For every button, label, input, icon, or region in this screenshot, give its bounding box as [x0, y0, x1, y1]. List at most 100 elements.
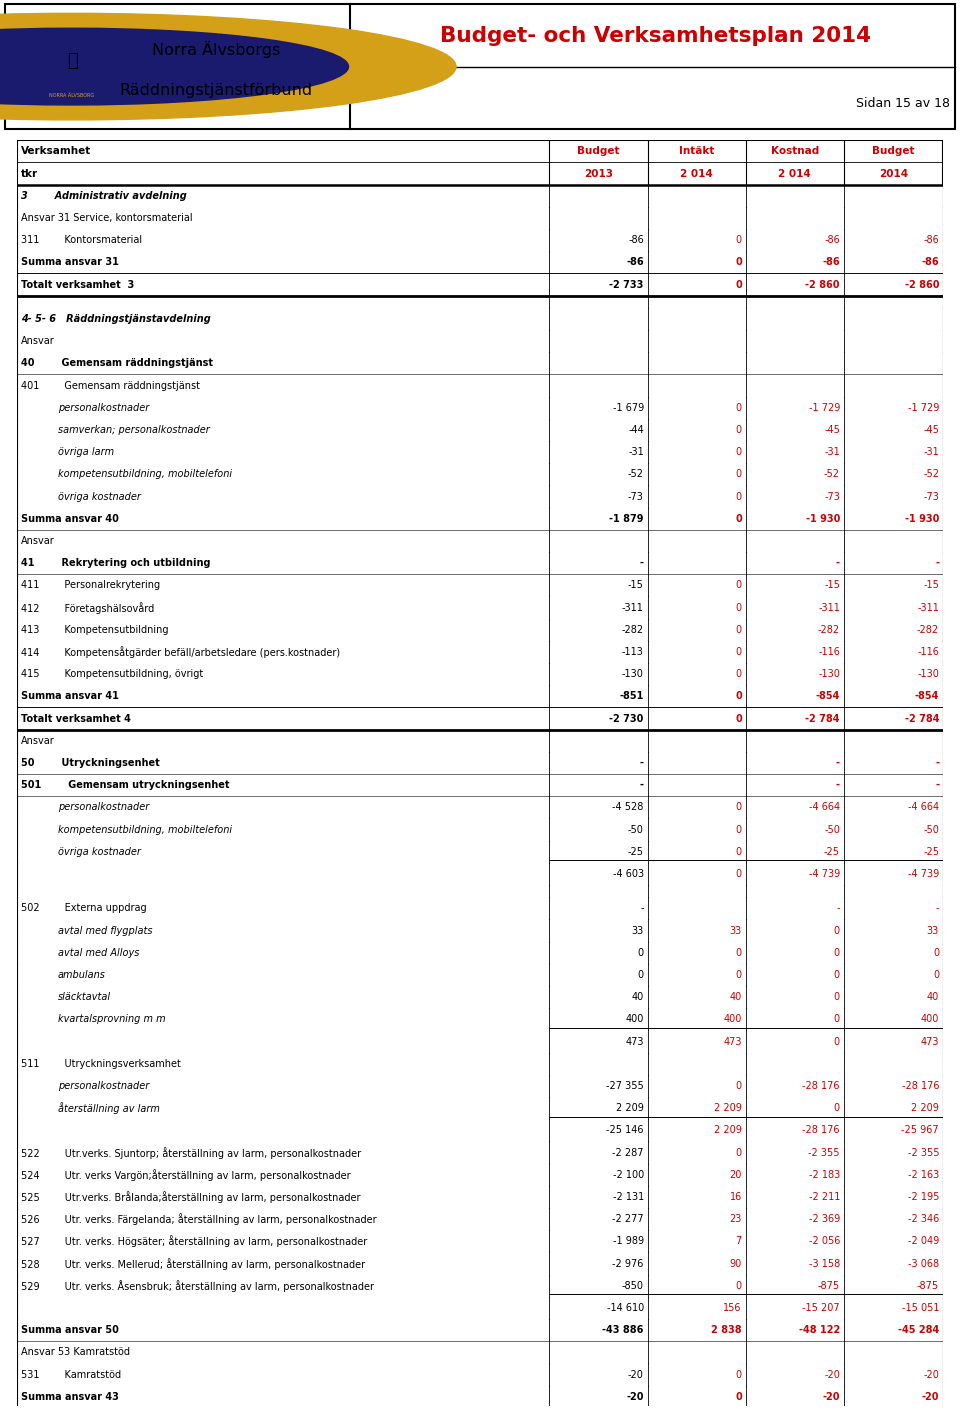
Text: 0: 0: [735, 1148, 742, 1158]
Text: 0: 0: [834, 992, 840, 1002]
Text: 4- 5- 6   Räddningstjänstavdelning: 4- 5- 6 Räddningstjänstavdelning: [21, 315, 211, 324]
Text: personalkostnader: personalkostnader: [58, 802, 149, 812]
Text: 0: 0: [735, 602, 742, 612]
Text: 40: 40: [926, 992, 939, 1002]
Text: -20: -20: [823, 1391, 840, 1401]
Text: -2 163: -2 163: [908, 1170, 939, 1180]
Text: -48 122: -48 122: [799, 1325, 840, 1335]
Text: -25 146: -25 146: [607, 1125, 644, 1135]
Text: -130: -130: [622, 669, 644, 679]
Text: 522        Utr.verks. Sjuntorp; återställning av larm, personalkostnader: 522 Utr.verks. Sjuntorp; återställning a…: [21, 1146, 361, 1159]
Text: Summa ansvar 31: Summa ansvar 31: [21, 258, 119, 268]
Text: 529        Utr. verks. Åsensbruk; återställning av larm, personalkostnader: 529 Utr. verks. Åsensbruk; återställning…: [21, 1280, 374, 1292]
Text: -: -: [935, 558, 939, 568]
Text: 311        Kontorsmaterial: 311 Kontorsmaterial: [21, 235, 142, 245]
Text: -25 967: -25 967: [901, 1125, 939, 1135]
Text: 400: 400: [921, 1015, 939, 1024]
Circle shape: [0, 28, 348, 105]
Text: -52: -52: [923, 469, 939, 479]
Text: 0: 0: [735, 425, 742, 435]
Text: tkr: tkr: [21, 169, 38, 179]
Text: ambulans: ambulans: [58, 971, 106, 981]
Text: 415        Kompetensutbildning, övrigt: 415 Kompetensutbildning, övrigt: [21, 669, 204, 679]
Text: 33: 33: [926, 925, 939, 935]
Text: -1 679: -1 679: [612, 402, 644, 412]
Text: -2 860: -2 860: [904, 279, 939, 289]
Text: -3 068: -3 068: [908, 1258, 939, 1268]
Text: -31: -31: [924, 448, 939, 458]
Text: Sidan 15 av 18: Sidan 15 av 18: [856, 98, 950, 111]
Text: -20: -20: [924, 1370, 939, 1380]
Text: -1 729: -1 729: [808, 402, 840, 412]
Text: -2 976: -2 976: [612, 1258, 644, 1268]
Text: -1 729: -1 729: [907, 402, 939, 412]
Text: -4 528: -4 528: [612, 802, 644, 812]
Text: Budget: Budget: [577, 146, 620, 156]
Text: -28 176: -28 176: [901, 1081, 939, 1091]
Text: 2013: 2013: [584, 169, 612, 179]
Text: Intäkt: Intäkt: [679, 146, 714, 156]
Text: -86: -86: [922, 258, 939, 268]
Text: 40: 40: [632, 992, 644, 1002]
Text: -2 211: -2 211: [808, 1192, 840, 1202]
Text: -14 610: -14 610: [607, 1304, 644, 1314]
Text: -4 664: -4 664: [908, 802, 939, 812]
Text: -: -: [836, 904, 840, 914]
Text: 41        Rekrytering och utbildning: 41 Rekrytering och utbildning: [21, 558, 210, 568]
Text: -28 176: -28 176: [803, 1125, 840, 1135]
Text: -130: -130: [917, 669, 939, 679]
Text: 50        Utryckningsenhet: 50 Utryckningsenhet: [21, 758, 159, 768]
Text: -1 989: -1 989: [612, 1237, 644, 1247]
Text: personalkostnader: personalkostnader: [58, 1081, 149, 1091]
Text: -: -: [935, 904, 939, 914]
Text: 7: 7: [735, 1237, 742, 1247]
Text: 0: 0: [735, 648, 742, 657]
Text: -43 886: -43 886: [603, 1325, 644, 1335]
Text: 400: 400: [724, 1015, 742, 1024]
Text: 527        Utr. verks. Högsäter; återställning av larm, personalkostnader: 527 Utr. verks. Högsäter; återställning …: [21, 1236, 368, 1247]
Text: -45: -45: [824, 425, 840, 435]
Text: -1 930: -1 930: [805, 514, 840, 524]
Text: Summa ansvar 50: Summa ansvar 50: [21, 1325, 119, 1335]
Text: -282: -282: [622, 625, 644, 635]
Text: släcktavtal: släcktavtal: [58, 992, 111, 1002]
Text: återställning av larm: återställning av larm: [58, 1102, 160, 1114]
Text: 2 209: 2 209: [911, 1104, 939, 1114]
Text: -113: -113: [622, 648, 644, 657]
Text: Totalt verksamhet  3: Totalt verksamhet 3: [21, 279, 134, 289]
Text: 413        Kompetensutbildning: 413 Kompetensutbildning: [21, 625, 169, 635]
Text: Ansvar: Ansvar: [21, 735, 55, 745]
Text: -: -: [836, 758, 840, 768]
Text: 526        Utr. verks. Färgelanda; återställning av larm, personalkostnader: 526 Utr. verks. Färgelanda; återställnin…: [21, 1213, 376, 1226]
Text: -15 207: -15 207: [803, 1304, 840, 1314]
Text: -86: -86: [924, 235, 939, 245]
Text: Budget- och Verksamhetsplan 2014: Budget- och Verksamhetsplan 2014: [440, 26, 871, 45]
Text: -2 056: -2 056: [808, 1237, 840, 1247]
Text: 2 209: 2 209: [714, 1104, 742, 1114]
Text: 0: 0: [735, 802, 742, 812]
Text: -875: -875: [818, 1281, 840, 1291]
Text: 0: 0: [735, 1281, 742, 1291]
Text: -854: -854: [915, 691, 939, 701]
Text: -4 664: -4 664: [809, 802, 840, 812]
Text: Ansvar: Ansvar: [21, 336, 55, 346]
Text: 2 838: 2 838: [711, 1325, 742, 1335]
Text: -851: -851: [619, 691, 644, 701]
Text: -45: -45: [924, 425, 939, 435]
Text: -: -: [640, 904, 644, 914]
Circle shape: [0, 13, 456, 120]
Text: -15: -15: [924, 581, 939, 591]
Text: 40: 40: [730, 992, 742, 1002]
Text: -282: -282: [917, 625, 939, 635]
Text: -27 355: -27 355: [606, 1081, 644, 1091]
Text: -282: -282: [818, 625, 840, 635]
Text: -: -: [639, 758, 644, 768]
Text: -20: -20: [824, 1370, 840, 1380]
Text: 0: 0: [735, 847, 742, 857]
Text: 473: 473: [921, 1037, 939, 1047]
Text: Ansvar: Ansvar: [21, 536, 55, 546]
Text: 524        Utr. verks Vargön;återställning av larm, personalkostnader: 524 Utr. verks Vargön;återställning av l…: [21, 1169, 350, 1180]
Text: 2 014: 2 014: [779, 169, 811, 179]
Text: 0: 0: [735, 669, 742, 679]
Text: 23: 23: [730, 1214, 742, 1224]
